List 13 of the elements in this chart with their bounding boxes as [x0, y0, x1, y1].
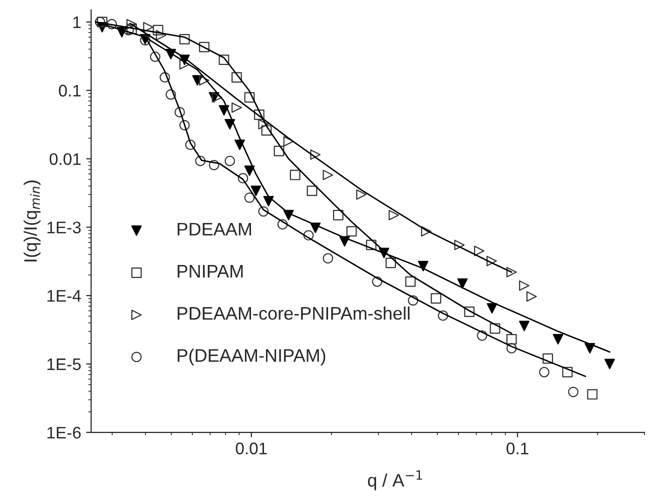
y-tick-label: 1E-3 [47, 222, 81, 234]
legend-label: P(DEAAM-NIPAM) [178, 348, 326, 366]
y-tick-label: 0.1 [58, 84, 81, 97]
y-tick-label: 0.01 [50, 153, 81, 165]
y-axis-title: I(q)/I(q$_{min}$) [24, 180, 41, 262]
legend-label: PDEAAM-core-PNIPAm-shell [178, 306, 410, 320]
legend-label: PDEAAM [178, 222, 252, 236]
y-tick-label: 1 [73, 16, 81, 28]
y-tick-label: 1E-5 [47, 358, 81, 370]
x-axis-title: q / A$^{−1}$ [368, 470, 422, 490]
y-tick-label: 1E-4 [47, 290, 81, 302]
y-tick-label: 1E-6 [47, 426, 81, 439]
legend-label: PNIPAM [178, 265, 243, 278]
